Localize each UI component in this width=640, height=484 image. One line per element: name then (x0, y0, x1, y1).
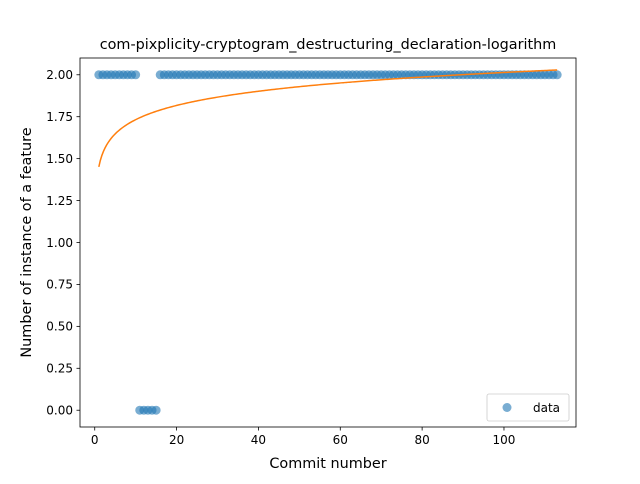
scatter-point (552, 70, 562, 80)
x-tick-label: 80 (414, 433, 429, 447)
y-axis-ticks: 0.00 0.25 0.50 0.75 1.00 1.25 1.50 1.75 2.00 (46, 68, 80, 418)
chart-title: com-pixplicity-cryptogram_destructuring_… (100, 37, 557, 53)
scatter-point (131, 70, 141, 80)
fit-line-series (98, 69, 558, 168)
y-tick-label: 1.75 (46, 110, 73, 124)
fit-line (98, 69, 558, 168)
x-tick-label: 40 (251, 433, 266, 447)
y-tick-label: 0.00 (46, 404, 73, 418)
plot-area (94, 69, 562, 415)
x-tick-label: 100 (493, 433, 516, 447)
x-tick-label: 0 (91, 433, 99, 447)
y-tick-label: 0.25 (46, 362, 73, 376)
legend-marker-data (502, 403, 512, 412)
y-tick-label: 0.75 (46, 278, 73, 292)
y-axis-label: Number of instance of a feature (19, 127, 35, 357)
legend-label-data: data (533, 401, 560, 415)
x-tick-label: 20 (169, 433, 184, 447)
y-tick-label: 2.00 (46, 68, 73, 82)
x-tick-label: 60 (333, 433, 348, 447)
legend: data (486, 393, 570, 422)
legend-box (486, 393, 570, 422)
scatter-point (151, 405, 161, 415)
y-tick-label: 0.50 (46, 320, 73, 334)
y-tick-label: 1.00 (46, 236, 73, 250)
y-tick-label: 1.50 (46, 152, 73, 166)
x-axis-label: Commit number (269, 456, 386, 472)
x-axis-ticks: 0 20 40 60 80 100 (91, 427, 516, 447)
y-tick-label: 1.25 (46, 194, 73, 208)
